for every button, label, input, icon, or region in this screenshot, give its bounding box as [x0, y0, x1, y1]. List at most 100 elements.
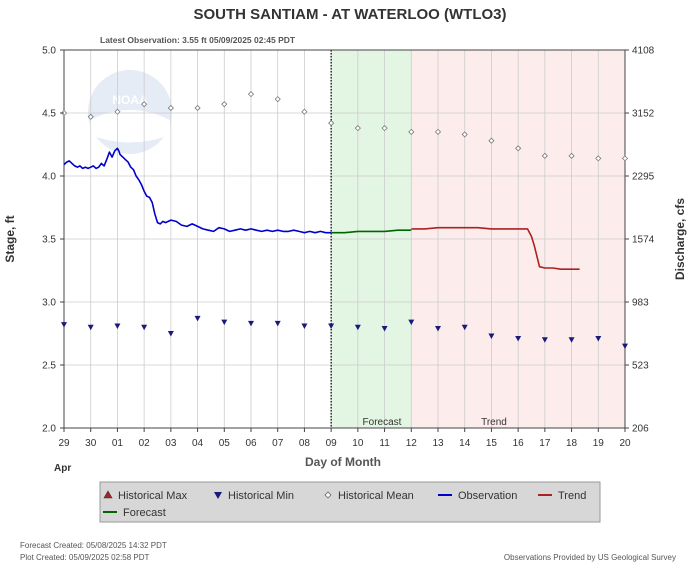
- historical-mean-point: [87, 113, 94, 120]
- historical-min-point: [274, 320, 281, 327]
- historical-min-point: [568, 337, 575, 343]
- chart-title: SOUTH SANTIAM - AT WATERLOO (WTLO3): [193, 6, 506, 23]
- x-tick-label: 06: [245, 438, 257, 449]
- historical-mean-point: [621, 155, 629, 162]
- historical-mean-point: [301, 108, 308, 115]
- historical-mean-point: [434, 128, 442, 135]
- y-tick-label: 5.0: [42, 46, 56, 57]
- x-tick-label: 04: [192, 438, 204, 449]
- x-tick-label: 10: [352, 438, 364, 449]
- axes-layer: 29 30 01 02 03 04 05 06 07 08 09 10 11 12 13 14 15 16 17 18…: [42, 46, 655, 450]
- legend-label-observation: Observation: [458, 490, 517, 502]
- historical-mean-point: [221, 101, 228, 108]
- y2-tick-label: 983: [632, 298, 649, 309]
- historical-mean-point: [461, 131, 468, 138]
- historical-min-point: [61, 322, 67, 328]
- legend-marker-historical-max: [103, 490, 113, 499]
- month-label: Apr: [54, 463, 71, 474]
- historical-min-point: [141, 324, 148, 331]
- legend-marker-historical-mean: [324, 491, 332, 499]
- legend-box: [99, 481, 601, 523]
- legend-label-historical-min: Historical Min: [228, 490, 294, 502]
- historical-min-point: [248, 320, 254, 327]
- historical-min-point: [408, 319, 415, 326]
- legend-label-historical-mean: Historical Mean: [338, 490, 414, 502]
- historical-mean-point: [274, 96, 281, 103]
- x-tick-label: 13: [432, 438, 444, 449]
- observation-line: [63, 147, 332, 234]
- x-tick-label: 01: [112, 438, 124, 449]
- historical-min-point: [435, 325, 441, 332]
- x-tick-label: 11: [379, 438, 390, 449]
- historical-mean-point: [194, 104, 201, 112]
- historical-min-point: [461, 324, 468, 331]
- legend-marker-historical-min: [214, 492, 222, 499]
- legend-label-forecast: Forecast: [123, 507, 166, 519]
- x-tick-label: 17: [539, 438, 551, 449]
- historical-mean-point: [328, 120, 335, 127]
- historical-min-point: [515, 336, 522, 342]
- historical-min-point: [595, 336, 602, 342]
- x-tick-label: 14: [459, 438, 471, 449]
- historical-mean-point: [114, 108, 121, 115]
- x-tick-label: 16: [513, 438, 525, 449]
- y2-tick-label: 2295: [632, 172, 655, 183]
- historical-mean-point: [247, 91, 255, 98]
- x-tick-label: 29: [58, 438, 70, 449]
- plot-created: Plot Created: 05/09/2025 02:58 PDT: [20, 553, 150, 562]
- x-tick-label: 15: [486, 438, 498, 449]
- x-tick-label: 07: [272, 438, 284, 449]
- historical-mean-point: [354, 125, 361, 132]
- y2-tick-label: 206: [632, 424, 649, 435]
- y-tick-label: 3.5: [42, 235, 56, 246]
- series-layer: [60, 91, 629, 350]
- historical-mean-point: [595, 155, 602, 162]
- legend-label-historical-max: Historical Max: [118, 490, 188, 502]
- historical-mean-point: [541, 152, 548, 159]
- x-tick-label: 12: [406, 438, 418, 449]
- noaa-logo-text: NOAA: [112, 93, 148, 107]
- historical-mean-point: [141, 101, 148, 108]
- historical-min-point: [488, 333, 495, 340]
- x-tick-label: 09: [326, 438, 338, 449]
- historical-min-point: [381, 325, 388, 332]
- x-tick-label: 08: [299, 438, 311, 449]
- chart-subtitle: Latest Observation: 3.55 ft 05/09/2025 0…: [100, 35, 296, 45]
- y-tick-label: 4.5: [42, 109, 56, 120]
- historical-mean-point: [381, 125, 388, 132]
- data-credit: Observations Provided by US Geological S…: [504, 553, 676, 562]
- legend-label-trend: Trend: [558, 490, 586, 502]
- y-tick-label: 2.0: [42, 424, 56, 435]
- x-tick-label: 19: [593, 438, 605, 449]
- historical-min-point: [114, 323, 121, 329]
- historical-mean-point: [515, 145, 522, 152]
- y2-axis-label: Discharge, cfs: [673, 198, 687, 280]
- noaa-logo: NOAA: [88, 70, 172, 154]
- forecast-created: Forecast Created: 05/08/2025 14:32 PDT: [20, 541, 167, 550]
- legend-items: Historical Max Historical Min Historical M…: [103, 490, 586, 519]
- historical-mean-point: [408, 128, 415, 135]
- x-tick-label: 05: [219, 438, 231, 449]
- x-tick-label: 02: [139, 438, 151, 449]
- y2-tick-label: 3152: [632, 109, 655, 120]
- x-tick-label: 18: [566, 438, 578, 449]
- historical-mean-point: [568, 152, 575, 159]
- y-tick-label: 3.0: [42, 298, 56, 309]
- x-tick-label: 30: [85, 438, 97, 449]
- y2-tick-label: 523: [632, 361, 649, 372]
- historical-min-point: [354, 324, 361, 331]
- trend-zone-label: Trend: [481, 417, 507, 428]
- legend: Historical Max Historical Min Historical M…: [99, 481, 601, 523]
- historical-min-point: [328, 323, 335, 329]
- y-tick-label: 4.0: [42, 172, 56, 183]
- historical-mean-point: [488, 137, 495, 144]
- x-tick-label: 03: [165, 438, 177, 449]
- historical-min-point: [221, 319, 228, 326]
- y-tick-label: 2.5: [42, 361, 56, 372]
- y2-tick-label: 4108: [632, 46, 655, 57]
- x-tick-label: 20: [619, 438, 631, 449]
- trend-line: [411, 226, 580, 270]
- x-axis-label: Day of Month: [305, 455, 381, 469]
- y-axis-label: Stage, ft: [3, 215, 17, 262]
